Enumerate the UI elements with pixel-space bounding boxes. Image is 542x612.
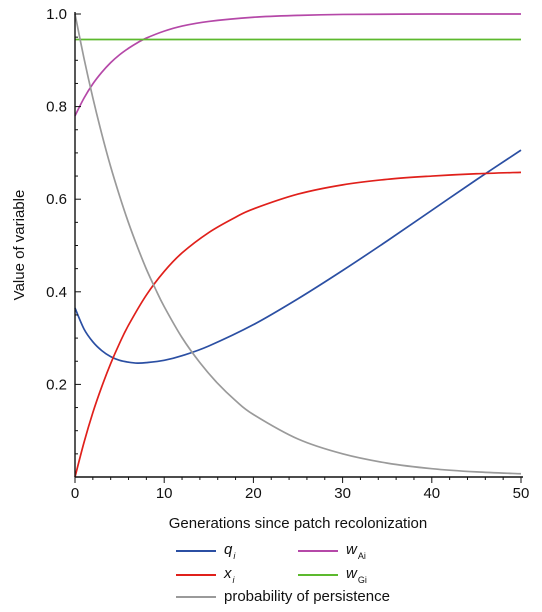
y-tick-label: 1.0 [46,6,67,23]
x-tick-label: 20 [245,485,262,502]
y-tick-label: 0.2 [46,376,67,393]
x-axis-label: Generations since patch recolonization [169,515,428,532]
x-tick-label: 10 [156,485,173,502]
y-axis-label: Value of variable [11,190,28,301]
x-tick-label: 30 [334,485,351,502]
y-tick-label: 0.8 [46,99,67,116]
x-tick-label: 50 [513,485,530,502]
series-line-probability-of-persistence [74,13,522,475]
series-line-q-i [74,149,522,364]
x-tick-label: 40 [423,485,440,502]
ticks: 0 10 20 30 40 50 0.2 0.4 0.6 0.8 1.0 [46,6,529,502]
x-tick-label: 0 [71,485,79,502]
axes [74,12,523,478]
series-line-x-i [74,171,522,478]
plot-lines [74,13,522,478]
y-tick-label: 0.4 [46,284,67,301]
y-tick-label: 0.6 [46,191,67,208]
series-line-w-ai [74,13,522,117]
